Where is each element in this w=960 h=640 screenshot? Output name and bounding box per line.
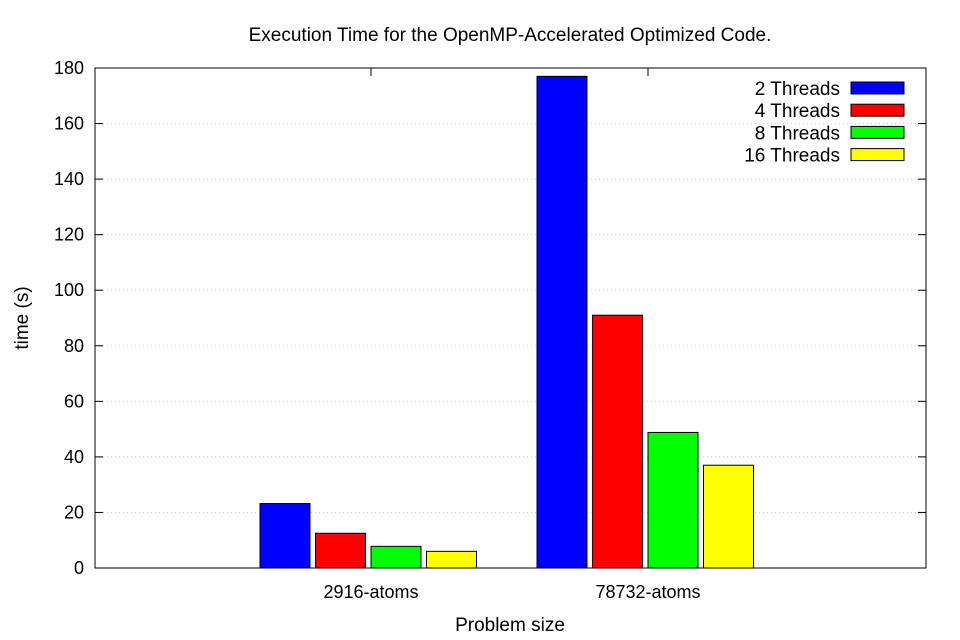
y-tick-label: 140 (54, 169, 84, 189)
y-tick-label: 0 (74, 558, 84, 578)
plot-frame (94, 67, 927, 569)
y-tick-label: 180 (54, 58, 84, 78)
y-tick-label: 40 (64, 447, 84, 467)
bar (647, 431, 699, 569)
x-axis-label: Problem size (455, 615, 565, 636)
axis-ticks: 0 20 40 60 80 100 120 140 160 180 2916-atoms 78732-… (54, 58, 926, 602)
bars (259, 75, 754, 569)
bar (259, 503, 311, 569)
y-tick-label: 100 (54, 280, 84, 300)
legend-swatch (850, 103, 905, 117)
legend-swatch (850, 148, 905, 162)
legend-swatch (850, 125, 905, 139)
y-tick-label: 20 (64, 502, 84, 522)
bar (315, 532, 366, 569)
y-tick-label: 60 (64, 391, 84, 411)
chart-title: Execution Time for the OpenMP-Accelerate… (249, 25, 772, 46)
bar (370, 545, 422, 569)
legend-entry: 16 Threads (744, 146, 840, 167)
x-tick-label: 2916-atoms (323, 582, 418, 602)
y-axis-label: time (s) (12, 286, 33, 349)
legend-entry: 8 Threads (755, 123, 840, 144)
bar (426, 550, 477, 569)
grid-lines (95, 123, 926, 513)
legend-swatch (850, 81, 905, 95)
bar (592, 314, 643, 569)
bar (703, 464, 754, 569)
legend-entry: 2 Threads (755, 79, 840, 100)
bar (536, 75, 588, 569)
y-tick-label: 120 (54, 225, 84, 245)
legend-entry: 4 Threads (755, 101, 840, 122)
y-tick-label: 160 (54, 114, 84, 134)
x-tick-label: 78732-atoms (595, 582, 700, 602)
y-tick-label: 80 (64, 336, 84, 356)
